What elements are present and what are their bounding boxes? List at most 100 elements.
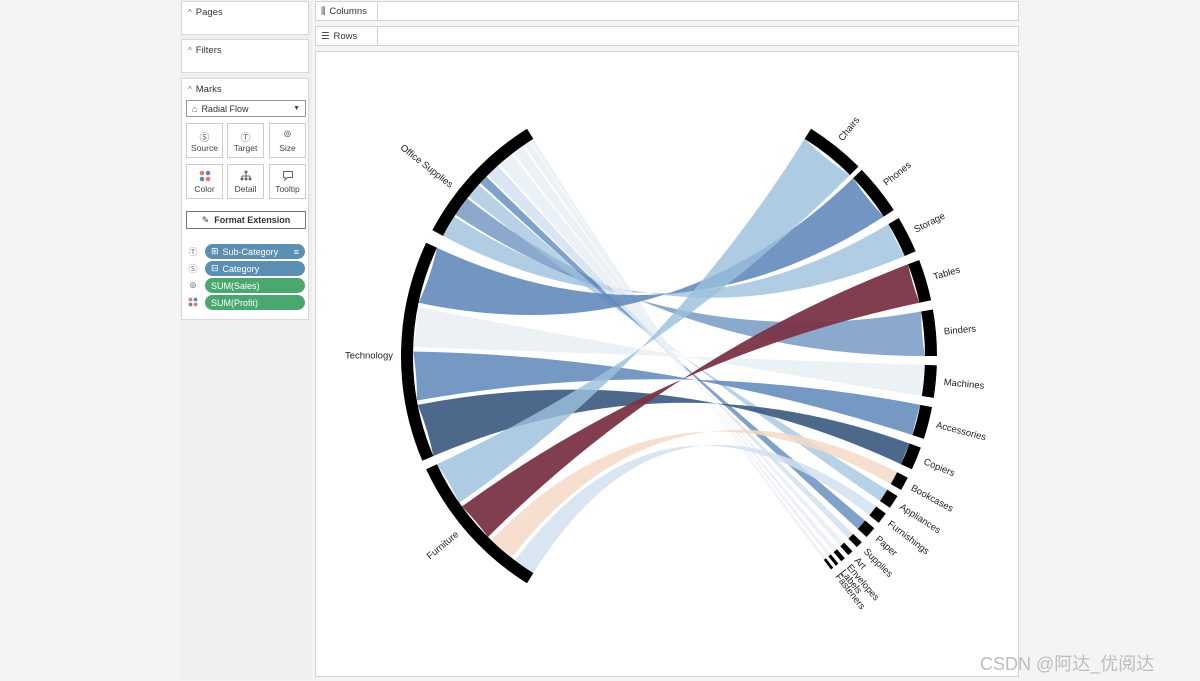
mark-type-dropdown[interactable]: ⌂ Radial Flow ▼ — [186, 100, 306, 117]
sort-icon: ≡ — [293, 246, 299, 257]
target-arc-supplies[interactable] — [848, 533, 862, 548]
source-label-furniture: Furniture — [425, 529, 461, 562]
ribbon-office-supplies-to-storage[interactable] — [442, 216, 905, 298]
target-arc-art[interactable] — [840, 542, 853, 556]
pages-header[interactable]: ^ Pages — [188, 7, 223, 18]
target-arc-copiers[interactable] — [900, 443, 921, 470]
target-button[interactable]: Ⓣ Target — [227, 123, 264, 158]
edit-icon: ✎ — [201, 214, 210, 225]
ribbon-office-supplies-to-fasteners[interactable] — [530, 138, 826, 560]
ribbon-technology-to-accessories[interactable] — [413, 351, 921, 436]
target-arc-labels[interactable] — [828, 554, 839, 566]
ribbon-technology-to-machines[interactable] — [413, 307, 925, 397]
target-encoding-icon: Ⓣ — [188, 247, 198, 257]
target-arc-binders[interactable] — [921, 309, 937, 357]
ribbon-technology-to-copiers[interactable] — [417, 389, 910, 465]
marks-header[interactable]: ^ Marks — [188, 84, 222, 95]
ribbon-office-supplies-to-paper[interactable] — [480, 176, 866, 529]
source-icon: Ⓢ — [199, 133, 210, 144]
target-arc-chairs[interactable] — [804, 128, 859, 176]
pages-title: Pages — [195, 7, 223, 18]
target-arc-paper[interactable] — [857, 520, 875, 538]
target-arc-appliances[interactable] — [879, 489, 898, 508]
color-label: Color — [194, 184, 215, 194]
viz-canvas[interactable]: Office Supplies Technology Furniture Chairs… — [315, 51, 1019, 677]
source-encoding-icon: Ⓢ — [188, 264, 198, 274]
ribbon-office-supplies-to-art[interactable] — [499, 154, 845, 547]
collapse-caret-icon[interactable]: ^ — [188, 85, 192, 94]
format-extension-label: Format Extension — [214, 215, 291, 225]
category-pill[interactable]: ⊟ Category — [205, 261, 305, 276]
filters-card[interactable]: ^ Filters — [181, 39, 309, 73]
color-button[interactable]: Color — [186, 164, 223, 199]
source-arc-furniture[interactable] — [426, 464, 534, 584]
mark-type-value: Radial Flow — [201, 103, 249, 114]
columns-icon: ⫼ — [321, 5, 326, 17]
field-row-sub-category: Ⓣ ⊞ Sub-Category ≡ — [186, 244, 305, 259]
target-label-tables: Tables — [932, 264, 962, 282]
target-arc-machines[interactable] — [921, 364, 937, 398]
ribbon-office-supplies-to-labels[interactable] — [524, 141, 831, 557]
ribbons — [413, 138, 925, 574]
filters-header[interactable]: ^ Filters — [188, 45, 222, 56]
arcs — [401, 128, 937, 584]
ribbon-furniture-to-tables[interactable] — [461, 264, 920, 538]
format-extension-button[interactable]: ✎ Format Extension — [186, 211, 306, 229]
sub-category-pill[interactable]: ⊞ Sub-Category ≡ — [205, 244, 305, 259]
color-icon — [187, 170, 222, 184]
detail-icon — [228, 170, 263, 184]
profit-label: SUM(Profit) — [211, 297, 258, 308]
color-encoding-icon — [186, 297, 200, 309]
detail-button[interactable]: Detail — [227, 164, 264, 199]
collapse-icon[interactable]: ⊟ — [211, 263, 219, 273]
columns-shelf[interactable]: ⫼ Columns — [315, 1, 1019, 21]
target-icon: Ⓣ — [240, 133, 251, 144]
ribbon-office-supplies-to-appliances[interactable] — [468, 184, 888, 501]
ribbon-office-supplies-to-supplies[interactable] — [487, 165, 854, 539]
source-arc-office-supplies[interactable] — [432, 128, 534, 236]
target-label-storage: Storage — [912, 211, 947, 236]
target-arc-fasteners[interactable] — [823, 558, 834, 570]
marks-title: Marks — [195, 84, 222, 95]
columns-label: Columns — [329, 5, 367, 17]
source-arc-technology[interactable] — [401, 242, 437, 461]
target-arc-envelopes[interactable] — [833, 549, 845, 562]
sales-pill[interactable]: SUM(Sales) — [205, 278, 305, 293]
target-label-chairs: Chairs — [837, 115, 863, 144]
target-arc-phones[interactable] — [853, 169, 894, 217]
profit-pill[interactable]: SUM(Profit) — [205, 295, 305, 310]
target-arc-tables[interactable] — [907, 259, 932, 303]
expand-icon[interactable]: ⊞ — [211, 246, 219, 256]
ribbon-office-supplies-to-binders[interactable] — [455, 198, 925, 356]
target-label-binders: Binders — [943, 324, 976, 338]
source-label: Source — [191, 143, 218, 153]
ribbon-furniture-to-chairs[interactable] — [436, 138, 851, 503]
rows-shelf-label: ☰ Rows — [316, 27, 378, 45]
target-arc-bookcases[interactable] — [890, 472, 908, 490]
ribbon-furniture-to-bookcases[interactable] — [491, 429, 898, 558]
filters-title: Filters — [195, 45, 222, 56]
source-button[interactable]: Ⓢ Source — [186, 123, 223, 158]
sales-label: SUM(Sales) — [211, 280, 260, 291]
ribbon-technology-to-phones[interactable] — [418, 178, 884, 316]
watermark: CSDN @阿达_优阅达 — [980, 654, 1155, 674]
ribbon-office-supplies-to-envelopes[interactable] — [513, 146, 837, 553]
target-arc-furnishings[interactable] — [869, 506, 886, 523]
target-arc-accessories[interactable] — [912, 404, 933, 439]
target-label-phones: Phones — [882, 160, 914, 189]
pages-card[interactable]: ^ Pages — [181, 1, 309, 35]
rows-shelf[interactable]: ☰ Rows — [315, 26, 1019, 46]
ribbon-furniture-to-furnishings[interactable] — [514, 444, 877, 574]
collapse-caret-icon[interactable]: ^ — [188, 8, 192, 17]
detail-label: Detail — [234, 184, 257, 194]
columns-shelf-label: ⫼ Columns — [316, 2, 378, 20]
collapse-caret-icon[interactable]: ^ — [188, 46, 192, 55]
target-arc-storage[interactable] — [888, 217, 916, 257]
tooltip-button[interactable]: Tooltip — [269, 164, 306, 199]
size-button[interactable]: ⊚ Size — [269, 123, 306, 158]
sub-category-label: Sub-Category — [222, 246, 279, 257]
rows-icon: ☰ — [321, 30, 330, 42]
target-label-accessories: Accessories — [935, 420, 988, 444]
category-label: Category — [222, 263, 260, 274]
radial-flow-chart: Office Supplies Technology Furniture Chairs… — [345, 115, 988, 612]
